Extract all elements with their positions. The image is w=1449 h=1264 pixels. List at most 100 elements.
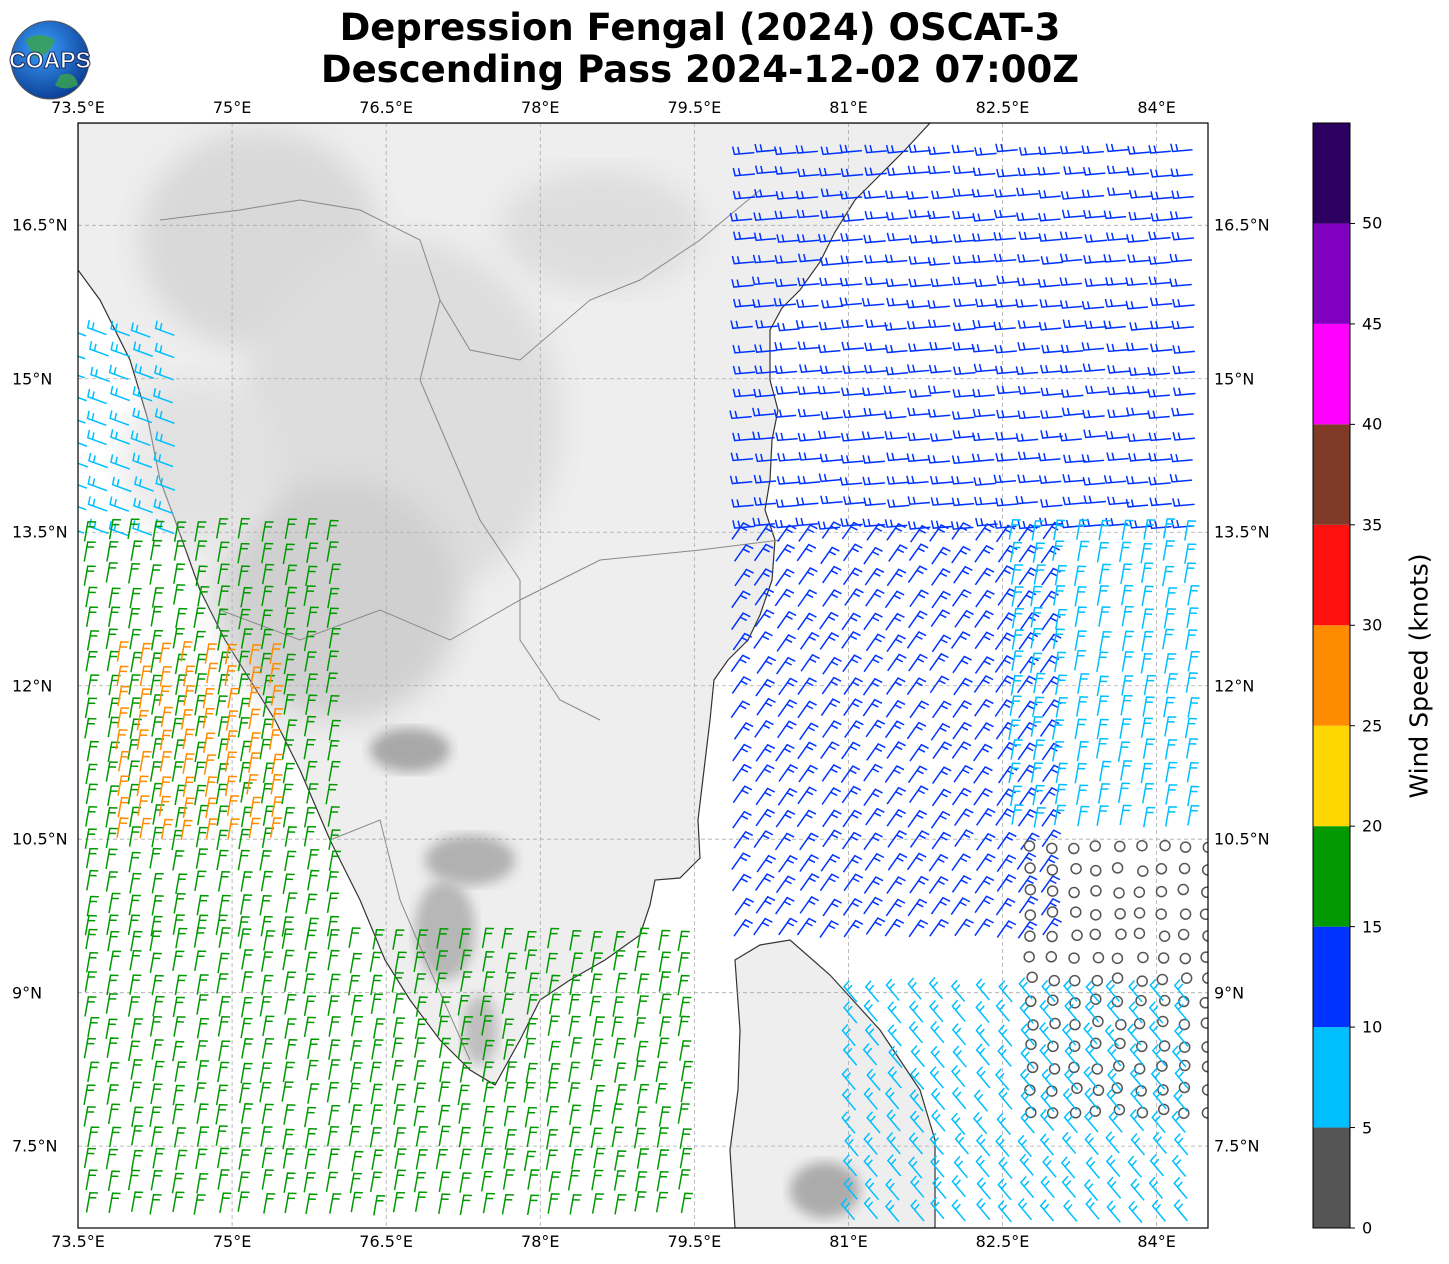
wind-barb [884, 190, 908, 200]
wind-barb [929, 234, 953, 244]
wind-barb [822, 829, 842, 848]
wind-barb [568, 993, 581, 1015]
wind-barb [501, 927, 514, 949]
wind-barb [227, 687, 240, 709]
wind-barb [350, 1104, 363, 1125]
wind-barb [659, 993, 672, 1015]
wind-barb [950, 897, 971, 915]
wind-barb [799, 873, 820, 891]
wind-barb [1038, 475, 1062, 484]
colorbar-tick-label: 50 [1362, 213, 1383, 233]
wind-barb [107, 716, 120, 738]
wind-barb [219, 1192, 232, 1213]
wind-barb [328, 1059, 341, 1080]
wind-calm-marker [1047, 994, 1059, 1006]
wind-barb [886, 808, 907, 827]
wind-barb [237, 542, 250, 564]
wind-calm-marker [1133, 886, 1146, 898]
wind-barb [841, 213, 865, 222]
wind-barb [182, 753, 195, 774]
wind-barb [1165, 784, 1178, 805]
wind-barb [842, 654, 862, 673]
wind-barb [1017, 808, 1038, 827]
wind-barb [1032, 739, 1046, 760]
wind-barb [731, 590, 751, 609]
wind-barb [1165, 673, 1179, 694]
wind-barb [908, 209, 932, 219]
wind-barb [1063, 166, 1086, 175]
wind-barb [460, 949, 473, 971]
wind-barb [886, 452, 909, 462]
wind-calm-marker [1069, 997, 1081, 1009]
wind-barb [327, 995, 340, 1016]
wind-calm-marker [1046, 1107, 1059, 1119]
wind-barb [953, 677, 973, 696]
wind-calm-marker [1178, 862, 1191, 875]
wind-barb [282, 1061, 295, 1083]
wind-barb [974, 656, 995, 674]
wind-barb [841, 1023, 856, 1047]
wind-barb [193, 607, 206, 628]
wind-barb [128, 1040, 141, 1062]
wind-barb [282, 543, 295, 565]
colorbar-bin [1313, 223, 1350, 324]
wind-barb [840, 168, 864, 178]
wind-barb [569, 1126, 582, 1148]
wind-barb [457, 1084, 470, 1106]
wind-barb [241, 971, 254, 992]
colorbar-tick-label: 15 [1362, 917, 1383, 937]
wind-barb [658, 1106, 671, 1127]
wind-barb [866, 1111, 881, 1134]
wind-calm-marker [1155, 885, 1168, 898]
wind-calm-marker [1111, 995, 1124, 1008]
wind-barb [1099, 630, 1112, 652]
wind-barb [1081, 300, 1105, 310]
wind-barb [569, 974, 582, 996]
wind-barb [83, 520, 96, 542]
wind-barb [776, 656, 796, 675]
colorbar-tick-label: 45 [1362, 314, 1383, 334]
wind-barb [1173, 1089, 1188, 1112]
wind-barb [732, 785, 753, 804]
wind-barb [1059, 277, 1083, 286]
wind-barb [152, 1147, 165, 1169]
wind-barb [863, 234, 886, 244]
wind-barb [110, 341, 131, 358]
wind-barb [951, 787, 972, 806]
wind-barb [952, 255, 976, 265]
wind-barb [1140, 717, 1154, 739]
wind-barb [154, 342, 175, 359]
wind-barb [303, 973, 316, 994]
wind-barb [83, 1147, 97, 1169]
wind-barb [1061, 407, 1085, 417]
wind-barb [193, 1194, 206, 1215]
wind-barb [303, 1171, 316, 1193]
wind-barb [885, 898, 906, 917]
wind-barb [1096, 651, 1109, 673]
wind-barb [130, 540, 143, 561]
wind-barb [1171, 407, 1194, 417]
wind-barb [1010, 674, 1023, 696]
wind-barb [1162, 628, 1175, 650]
wind-barb [1150, 212, 1174, 222]
wind-barb [271, 753, 284, 775]
wind-barb [1061, 1131, 1077, 1154]
wind-barb [929, 652, 949, 671]
wind-barb [884, 918, 905, 937]
wind-barb [86, 869, 99, 891]
wind-barb [885, 978, 900, 1001]
wind-barb [927, 299, 950, 309]
wind-barb [548, 974, 561, 996]
wind-barb [160, 818, 174, 840]
wind-barb [797, 677, 817, 695]
wind-barb [435, 1148, 448, 1170]
wind-barb [1037, 166, 1060, 176]
wind-barb [270, 684, 284, 706]
wind-barb [884, 1087, 900, 1110]
wind-barb [173, 563, 186, 584]
wind-barb [927, 319, 951, 329]
wind-barb [952, 165, 976, 175]
wind-barb [1104, 1024, 1120, 1047]
wind-barb [152, 520, 165, 542]
wind-barb [129, 697, 142, 718]
